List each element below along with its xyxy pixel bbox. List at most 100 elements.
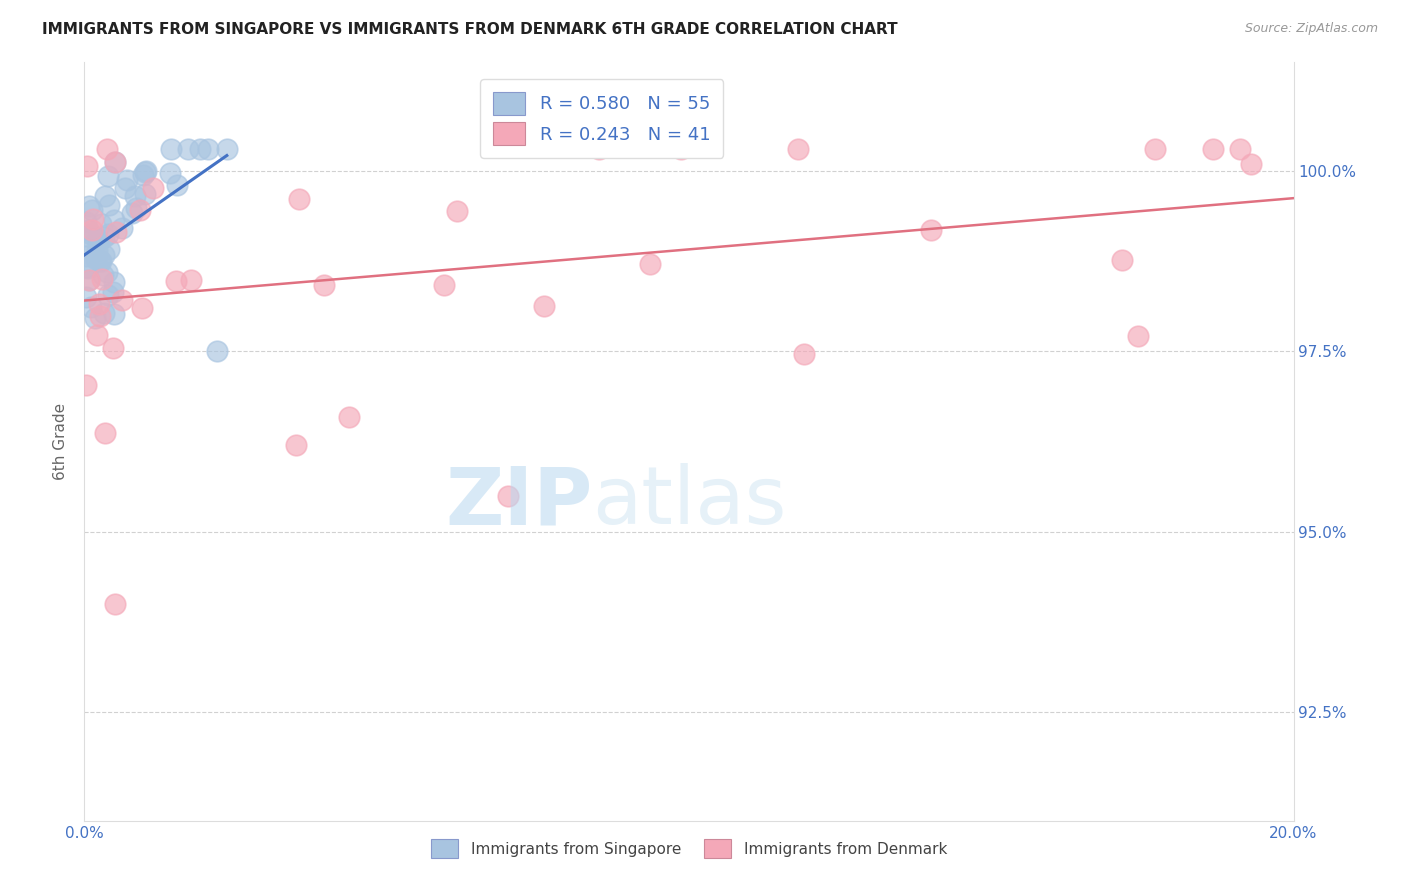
Point <box>97 227 120 242</box>
Point <box>142 180 165 194</box>
Point <box>94 189 117 203</box>
Point <box>920 223 942 237</box>
Point <box>90 253 112 268</box>
Point <box>75 249 97 263</box>
Point <box>115 173 138 187</box>
Point <box>97 169 120 184</box>
Point <box>87 234 110 248</box>
Point <box>124 189 146 203</box>
Point <box>77 273 100 287</box>
Point <box>86 231 108 245</box>
Point <box>111 293 134 307</box>
Point <box>215 142 238 156</box>
Point <box>131 301 153 315</box>
Point <box>135 164 157 178</box>
Point <box>433 278 456 293</box>
Point <box>669 142 692 156</box>
Point <box>1111 252 1133 267</box>
Point <box>75 228 97 243</box>
Point <box>82 212 104 227</box>
Point <box>83 311 105 326</box>
Point <box>1240 156 1263 170</box>
Point <box>129 202 152 217</box>
Point <box>80 223 103 237</box>
Point <box>75 290 97 304</box>
Point <box>75 260 97 275</box>
Point <box>93 230 115 244</box>
Point <box>86 327 108 342</box>
Point <box>160 142 183 156</box>
Point <box>86 244 108 258</box>
Point <box>103 275 125 289</box>
Point <box>76 261 98 276</box>
Point <box>97 287 120 301</box>
Point <box>180 273 202 287</box>
Point <box>111 220 134 235</box>
Point <box>104 155 127 169</box>
Point <box>75 378 97 392</box>
Point <box>98 197 121 211</box>
Point <box>104 597 127 611</box>
Point <box>93 426 115 441</box>
Text: IMMIGRANTS FROM SINGAPORE VS IMMIGRANTS FROM DENMARK 6TH GRADE CORRELATION CHART: IMMIGRANTS FROM SINGAPORE VS IMMIGRANTS … <box>42 22 898 37</box>
Point <box>89 309 111 323</box>
Point <box>105 226 128 240</box>
Legend: Immigrants from Singapore, Immigrants from Denmark: Immigrants from Singapore, Immigrants fr… <box>423 831 955 866</box>
Point <box>166 178 188 193</box>
Point <box>93 306 115 320</box>
Point <box>80 227 103 241</box>
Point <box>337 409 360 424</box>
Point <box>90 217 112 231</box>
Point <box>177 142 200 156</box>
Text: atlas: atlas <box>592 463 786 541</box>
Point <box>125 202 148 216</box>
Point <box>285 438 308 452</box>
Point <box>77 223 100 237</box>
Text: ZIP: ZIP <box>444 463 592 541</box>
Point <box>75 240 97 254</box>
Point <box>84 252 107 266</box>
Point <box>101 341 124 355</box>
Point <box>165 274 187 288</box>
Point <box>533 299 555 313</box>
Point <box>89 297 111 311</box>
Point <box>786 142 808 156</box>
Point <box>121 205 143 219</box>
Point <box>91 268 114 282</box>
Point <box>1126 329 1149 343</box>
Point <box>1144 142 1167 156</box>
Point <box>103 307 125 321</box>
Point <box>132 168 155 182</box>
Point <box>80 300 103 314</box>
Point <box>89 253 111 268</box>
Point <box>77 199 100 213</box>
Point <box>1202 142 1225 156</box>
Point <box>90 272 112 286</box>
Point <box>190 142 212 156</box>
Point <box>312 278 335 293</box>
Y-axis label: 6th Grade: 6th Grade <box>53 403 69 480</box>
Point <box>77 273 100 287</box>
Point <box>96 265 118 279</box>
Point <box>588 142 610 156</box>
Point <box>103 213 125 227</box>
Point <box>93 248 115 262</box>
Point <box>1229 142 1251 156</box>
Text: Source: ZipAtlas.com: Source: ZipAtlas.com <box>1244 22 1378 36</box>
Point <box>287 192 309 206</box>
Point <box>96 142 118 156</box>
Point <box>638 257 661 271</box>
Point <box>101 285 124 300</box>
Point <box>197 142 219 156</box>
Point <box>104 155 127 169</box>
Point <box>446 203 468 218</box>
Point <box>207 344 229 359</box>
Point <box>114 181 136 195</box>
Point <box>159 166 181 180</box>
Point <box>76 159 98 173</box>
Point <box>80 203 103 218</box>
Point <box>793 347 815 361</box>
Point <box>496 489 519 503</box>
Point <box>134 187 156 202</box>
Point <box>134 164 156 178</box>
